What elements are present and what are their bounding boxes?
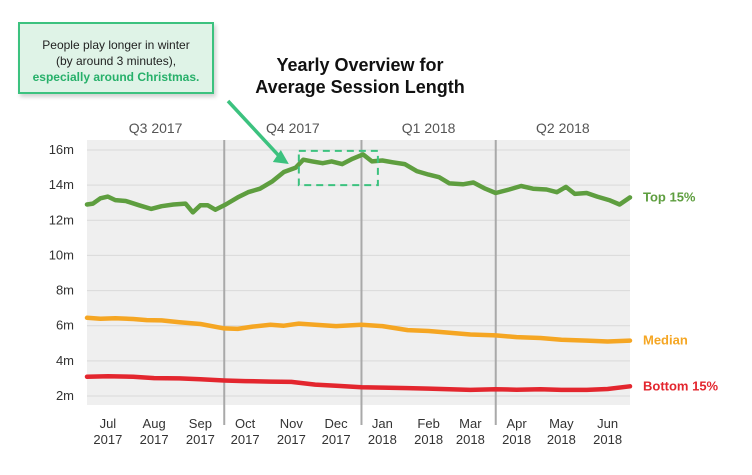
series-label-top: Top 15% (643, 189, 696, 204)
quarter-label: Q4 2017 (266, 120, 320, 136)
x-tick-year: 2018 (456, 432, 485, 447)
series-line-top (84, 152, 633, 215)
quarter-dividers: Q3 2017 Q4 2017 Q1 2018 Q2 2018 (129, 120, 590, 425)
series-line-median (84, 315, 633, 344)
x-tick-month: Sep (189, 416, 212, 431)
x-tick-year: 2018 (502, 432, 531, 447)
x-tick-year: 2018 (414, 432, 443, 447)
series-label-bottom: Bottom 15% (643, 378, 719, 393)
y-tick-label: 10m (49, 247, 74, 262)
y-tick-label: 4m (56, 353, 74, 368)
y-axis: 2m 4m 6m 8m 10m 12m 14m 16m (49, 142, 74, 403)
x-tick-year: 2017 (231, 432, 260, 447)
quarter-label: Q1 2018 (402, 120, 456, 136)
y-tick-label: 12m (49, 212, 74, 227)
x-tick-month: Nov (280, 416, 304, 431)
x-tick-month: Jul (100, 416, 117, 431)
arrow-head (272, 150, 289, 165)
annotation-callout: People play longer in winter (by around … (18, 22, 214, 94)
christmas-highlight (297, 149, 379, 187)
quarter-label: Q3 2017 (129, 120, 183, 136)
x-tick-year: 2017 (140, 432, 169, 447)
annotation-line-1: People play longer in winter (42, 38, 190, 52)
series-line-bottom (84, 374, 633, 393)
highlight-box (297, 149, 379, 187)
x-tick-month: Apr (507, 416, 528, 431)
x-tick-year: 2017 (186, 432, 215, 447)
series-label-median: Median (643, 333, 688, 348)
x-tick-year: 2018 (368, 432, 397, 447)
x-tick-month: Jun (597, 416, 618, 431)
y-tick-label: 8m (56, 283, 74, 298)
x-tick-month: Dec (325, 416, 349, 431)
y-tick-label: 14m (49, 177, 74, 192)
x-tick-month: Jan (372, 416, 393, 431)
quarter-label: Q2 2018 (536, 120, 590, 136)
y-tick-label: 2m (56, 388, 74, 403)
x-tick-month: May (549, 416, 574, 431)
annotation-line-2: (by around 3 minutes), (55, 54, 177, 68)
chart-title: Yearly Overview for Average Session Leng… (230, 54, 490, 98)
series-labels: Top 15% Median Bottom 15% (643, 189, 719, 393)
chart-title-line-2: Average Session Length (255, 77, 465, 97)
annotation-line-3: especially around Christmas. (32, 70, 200, 84)
x-tick-year: 2017 (277, 432, 306, 447)
x-tick-year: 2018 (593, 432, 622, 447)
x-tick-month: Aug (143, 416, 166, 431)
x-axis: Jul2017Aug2017Sep2017Oct2017Nov2017Dec20… (93, 416, 622, 447)
annotation-arrow (226, 99, 289, 165)
y-tick-label: 6m (56, 318, 74, 333)
chart-title-line-1: Yearly Overview for (276, 55, 444, 75)
plot-background (87, 140, 630, 405)
y-tick-label: 16m (49, 142, 74, 157)
x-tick-month: Feb (417, 416, 439, 431)
x-tick-year: 2018 (547, 432, 576, 447)
x-tick-year: 2017 (93, 432, 122, 447)
x-tick-month: Oct (235, 416, 256, 431)
x-tick-month: Mar (459, 416, 482, 431)
series-lines (84, 152, 633, 393)
arrow-shaft (226, 99, 285, 162)
x-tick-year: 2017 (322, 432, 351, 447)
